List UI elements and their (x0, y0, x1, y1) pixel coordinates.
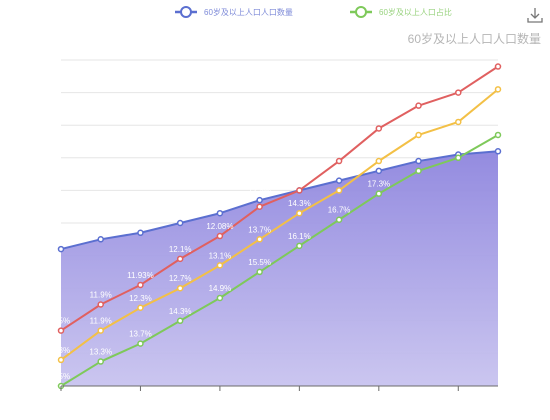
data-point[interactable] (176, 284, 184, 292)
data-point[interactable] (335, 187, 343, 194)
series-line (60, 134, 499, 387)
data-point[interactable] (335, 216, 343, 223)
data-point[interactable] (137, 340, 144, 347)
data-point[interactable] (375, 167, 383, 175)
data-label: 9.3% (52, 346, 70, 355)
data-point[interactable] (335, 177, 343, 184)
series-points (57, 63, 502, 390)
legend-ratio-label: 60岁及以上人口占比 (379, 7, 452, 17)
data-point[interactable] (375, 125, 383, 132)
data-label: 17.9% (407, 147, 430, 156)
data-label: 16.1% (288, 232, 311, 241)
data-label: 12.7% (169, 274, 192, 283)
data-point[interactable] (57, 356, 65, 364)
legend-item-population[interactable]: 60岁及以上人口人口数量 (175, 6, 293, 18)
legend-item-ratio[interactable]: 60岁及以上人口占比 (350, 6, 452, 18)
data-label: 12.5% (248, 186, 271, 195)
data-label: 13.1% (209, 251, 232, 260)
data-point[interactable] (216, 294, 224, 302)
series-line (60, 65, 499, 332)
data-point[interactable] (176, 255, 184, 263)
data-point[interactable] (137, 304, 144, 312)
data-point[interactable] (455, 154, 462, 162)
data-point[interactable] (97, 358, 104, 365)
data-point[interactable] (375, 157, 383, 165)
legend: 60岁及以上人口人口数量 60岁及以上人口占比 (175, 6, 452, 18)
data-point[interactable] (57, 245, 65, 253)
data-point[interactable] (415, 157, 422, 165)
data-label: 12.08% (206, 222, 233, 231)
x-axis (60, 385, 498, 391)
data-point[interactable] (137, 229, 144, 237)
data-point[interactable] (216, 262, 224, 269)
data-point[interactable] (455, 118, 462, 126)
data-point[interactable] (256, 236, 263, 243)
data-point[interactable] (216, 232, 224, 240)
data-label: 11.9% (90, 317, 112, 326)
data-point[interactable] (494, 148, 502, 155)
download-icon[interactable] (526, 6, 544, 24)
data-label: 9.5% (52, 317, 70, 326)
data-label: 11.93% (127, 271, 154, 280)
data-point[interactable] (375, 190, 383, 197)
data-point[interactable] (137, 281, 144, 289)
data-label: 14.9% (209, 284, 232, 293)
data-point[interactable] (455, 89, 462, 96)
data-point[interactable] (97, 301, 104, 308)
data-label: 14.3% (288, 199, 311, 208)
data-point[interactable] (176, 219, 184, 227)
data-point[interactable] (415, 167, 422, 175)
data-label: 12.1% (169, 245, 192, 254)
data-label: 16.7% (328, 206, 351, 215)
data-point[interactable] (415, 102, 422, 109)
data-label: 11.9% (90, 291, 112, 300)
series-line (60, 150, 499, 251)
data-labels: 12.5% 17.9% 8.5% 13.3% 13.7% 14.3% 14.9% 15.5% 1… (52, 147, 430, 381)
data-point[interactable] (296, 187, 303, 194)
data-label: 13.3% (89, 348, 112, 357)
data-point[interactable] (296, 242, 303, 250)
data-label: 13.7% (129, 330, 152, 339)
legend-population-label: 60岁及以上人口人口数量 (204, 7, 293, 17)
data-label: 15.5% (248, 258, 271, 267)
data-point[interactable] (176, 317, 184, 325)
data-label: 8.5% (52, 372, 70, 381)
series-lines (60, 65, 499, 387)
download-arrow (527, 8, 543, 23)
data-point[interactable] (494, 131, 502, 139)
data-point[interactable] (97, 327, 104, 334)
data-point[interactable] (216, 209, 224, 217)
data-point[interactable] (494, 86, 502, 93)
data-label: 13.7% (248, 225, 271, 234)
data-point[interactable] (256, 268, 263, 276)
data-label: 17.3% (367, 180, 390, 189)
data-label: 12.3% (129, 294, 152, 303)
data-label: 14.3% (169, 307, 192, 316)
y-axis-title: 60岁及以上人口人口数量 (408, 31, 541, 46)
data-point[interactable] (256, 196, 263, 204)
legend-ratio-marker (355, 6, 367, 18)
data-point[interactable] (335, 157, 343, 165)
data-point[interactable] (494, 63, 502, 70)
series-line (60, 88, 499, 361)
data-point[interactable] (415, 131, 422, 139)
data-point[interactable] (97, 236, 104, 243)
data-point[interactable] (256, 203, 263, 210)
data-point[interactable] (296, 209, 303, 217)
legend-population-marker (180, 6, 192, 18)
data-point[interactable] (57, 327, 65, 334)
